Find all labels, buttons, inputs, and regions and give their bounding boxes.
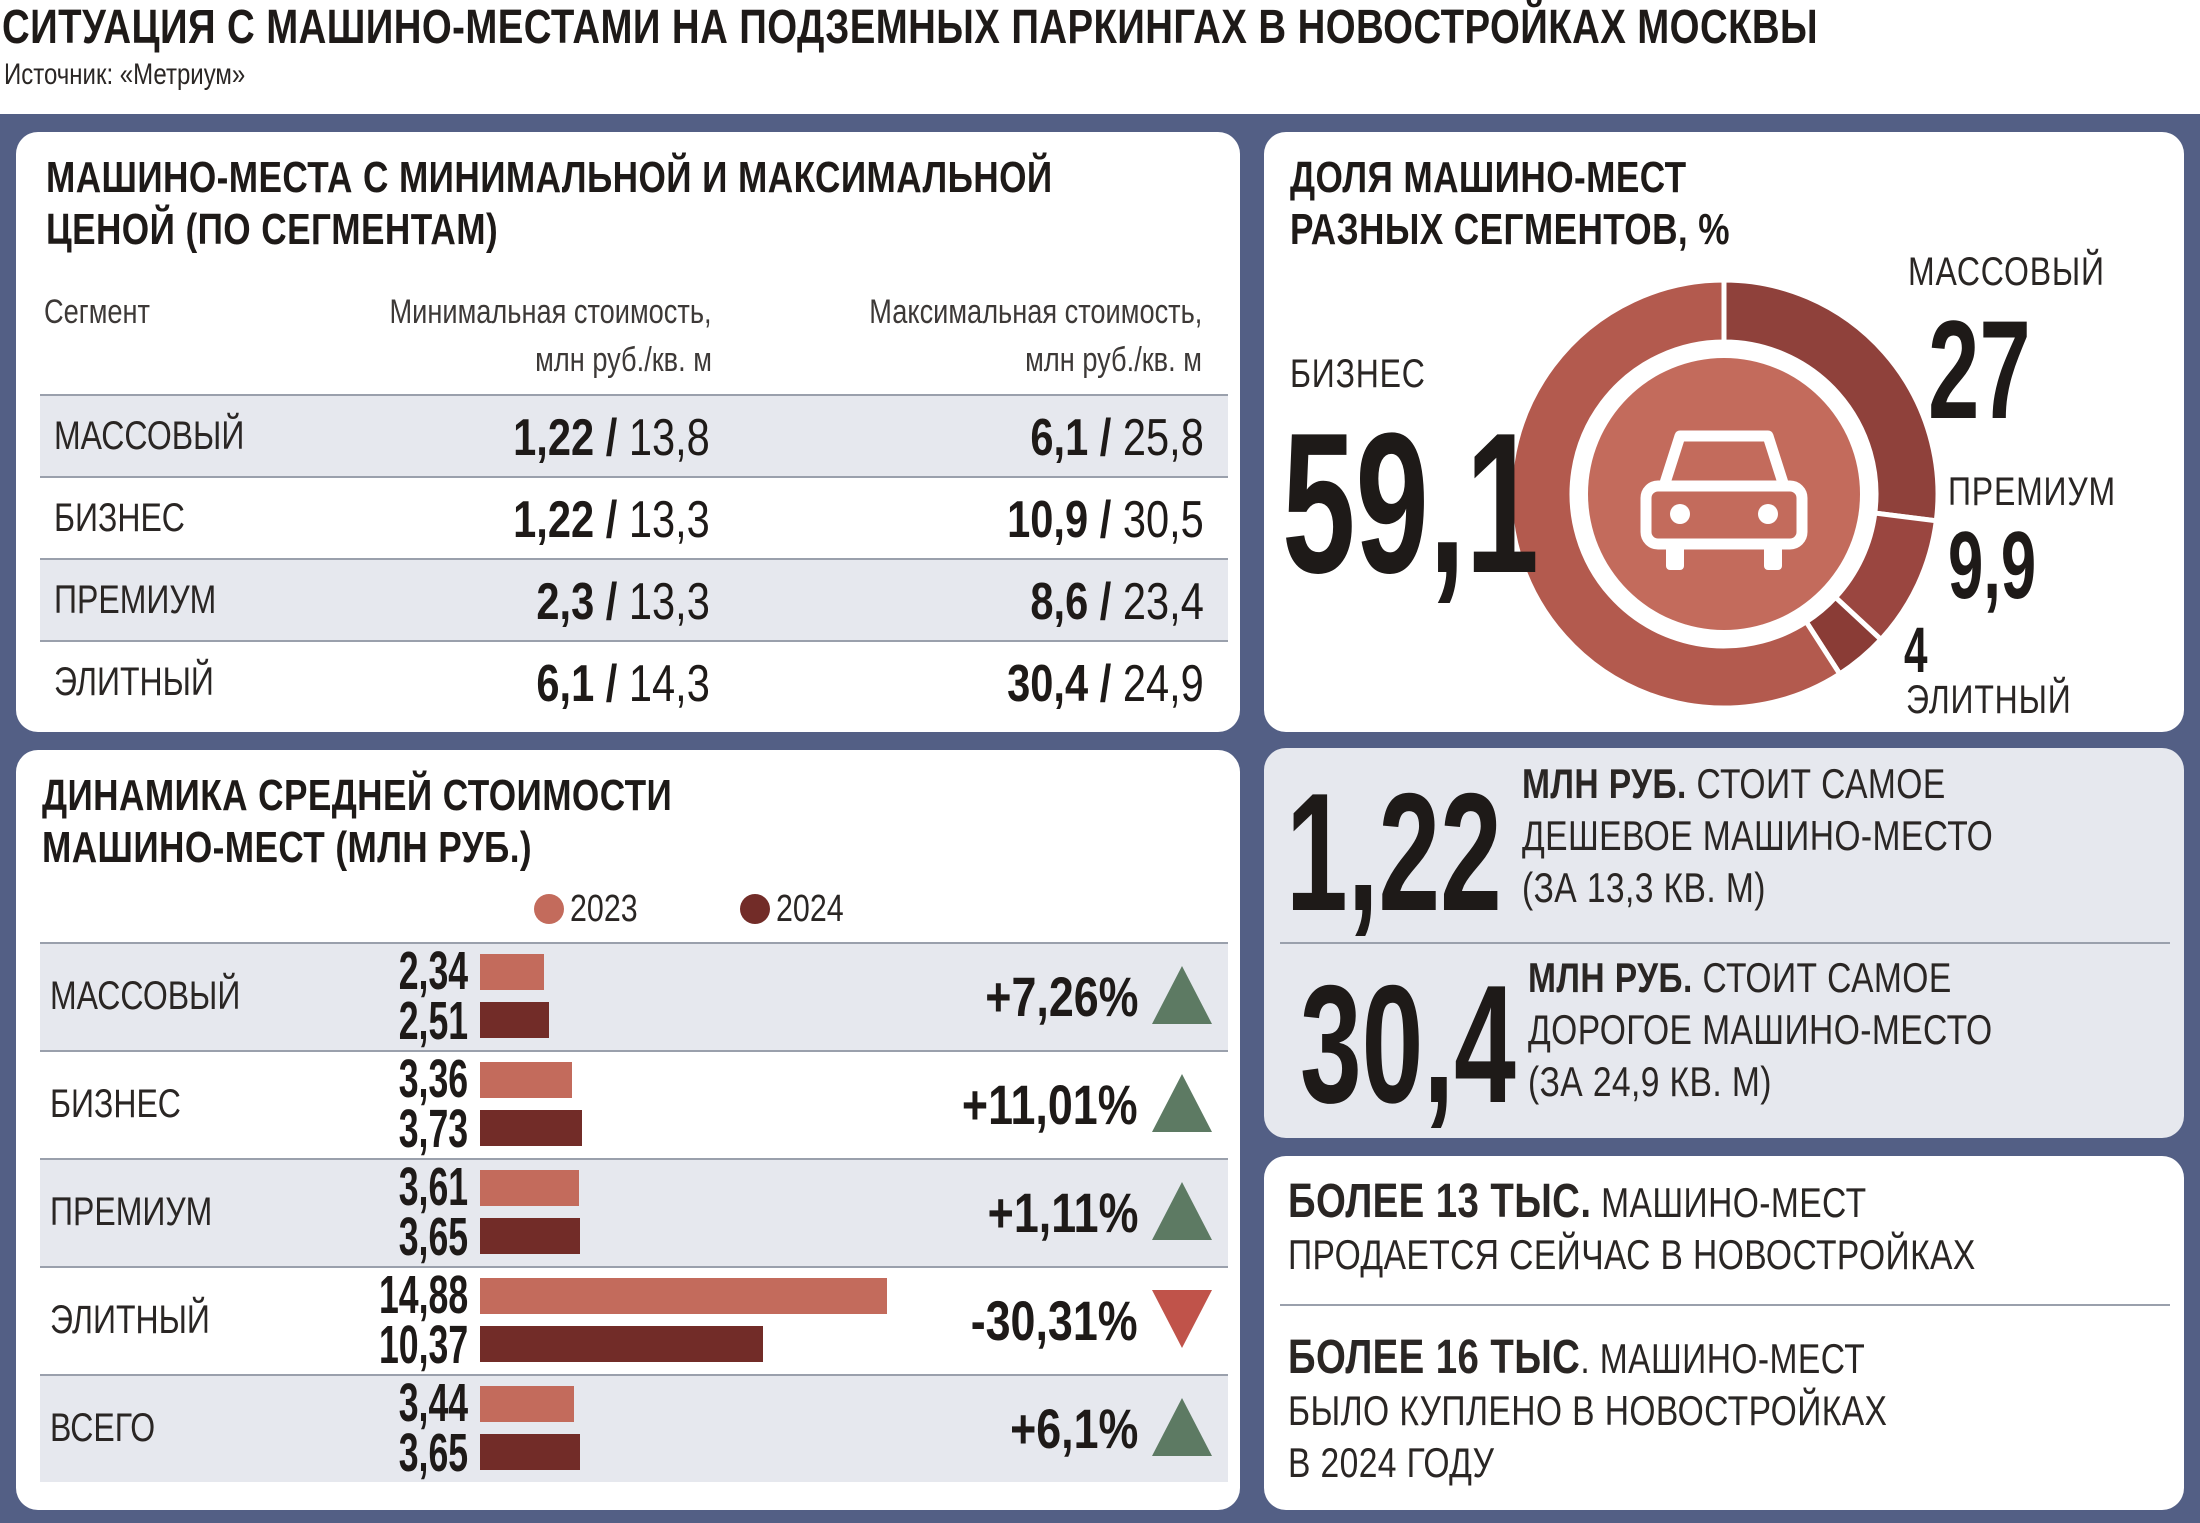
segment-label: ПРЕМИУМ xyxy=(54,578,217,622)
bar-2024 xyxy=(480,1326,764,1362)
bar-row: ВСЕГО 3,44 3,65 +6,1% xyxy=(40,1374,1228,1482)
bar-category-label: МАССОВЫЙ xyxy=(50,974,241,1018)
price-dynamics-panel: ДИНАМИКА СРЕДНЕЙ СТОИМОСТИ МАШИНО-МЕСТ (… xyxy=(16,750,1240,1510)
data-label-2024: 2,51 xyxy=(398,991,468,1051)
car-wheel xyxy=(1666,544,1684,570)
legend-dot-2024 xyxy=(740,894,770,924)
segment-label: БИЗНЕС xyxy=(54,496,185,540)
price-table-title: МАШИНО-МЕСТА С МИНИМАЛЬНОЙ И МАКСИМАЛЬНО… xyxy=(46,153,1053,254)
table-row: МАССОВЫЙ 1,22 / 13,8 6,1 / 25,8 xyxy=(40,394,1228,476)
table-row: БИЗНЕС 1,22 / 13,3 10,9 / 30,5 xyxy=(40,476,1228,558)
arrow-up-icon xyxy=(1152,1182,1212,1240)
segment-label: ЭЛИТНЫЙ xyxy=(54,660,214,704)
data-label-2024: 3,65 xyxy=(398,1207,468,1267)
min-cell: 6,1 / 14,3 xyxy=(536,655,711,713)
data-label-2023: 2,34 xyxy=(398,941,468,1001)
priciest-value: 30,4 xyxy=(1300,950,1516,1138)
bar-2023 xyxy=(480,1170,579,1206)
bar-2023 xyxy=(480,1062,572,1098)
change-percent: +7,26% xyxy=(984,965,1138,1028)
bar-2023 xyxy=(480,1278,887,1314)
legend-2023: 2023 xyxy=(534,888,655,931)
change-percent: +1,11% xyxy=(987,1181,1138,1244)
volume-panel: БОЛЕЕ 13 ТЫС. МАШИНО-МЕСТ ПРОДАЕТСЯ СЕЙЧ… xyxy=(1264,1156,2184,1510)
value-mass: 27 xyxy=(1928,291,2031,448)
divider xyxy=(1280,1304,2170,1306)
max-cell: 30,4 / 24,9 xyxy=(1007,655,1204,713)
data-label-2023: 3,44 xyxy=(398,1373,468,1433)
data-label-2023: 3,61 xyxy=(398,1157,468,1217)
cheapest-value: 1,22 xyxy=(1286,758,1502,946)
col-header-max: Максимальная стоимость, млн руб./кв. м xyxy=(868,293,1202,379)
source-note: Источник: «Метриум» xyxy=(4,58,246,91)
share-donut-panel: ДОЛЯ МАШИНО-МЕСТ РАЗНЫХ СЕГМЕНТОВ, % БИЗ… xyxy=(1264,132,2184,732)
extremes-panel: 1,22 МЛН РУБ. СТОИТ САМОЕ ДЕШЕВОЕ МАШИНО… xyxy=(1264,748,2184,1138)
bar-2023 xyxy=(480,1386,575,1422)
car-icon xyxy=(1640,430,1808,550)
max-cell: 8,6 / 23,4 xyxy=(1030,573,1205,631)
bar-2024 xyxy=(480,1110,582,1146)
value-premium: 9,9 xyxy=(1948,512,2037,619)
bar-row: ЭЛИТНЫЙ 14,88 10,37 -30,31% xyxy=(40,1266,1228,1374)
table-row: ЭЛИТНЫЙ 6,1 / 14,3 30,4 / 24,9 xyxy=(40,640,1228,722)
data-label-2023: 14,88 xyxy=(378,1265,468,1325)
arrow-down-icon xyxy=(1152,1290,1212,1348)
max-cell: 6,1 / 25,8 xyxy=(1030,409,1205,467)
car-headlight xyxy=(1758,504,1778,524)
col-header-segment: Сегмент xyxy=(44,293,150,331)
min-cell: 1,22 / 13,3 xyxy=(513,491,710,549)
divider xyxy=(1280,942,2170,944)
max-cell: 10,9 / 30,5 xyxy=(1007,491,1204,549)
on-sale-text: БОЛЕЕ 13 ТЫС. МАШИНО-МЕСТ ПРОДАЕТСЯ СЕЙЧ… xyxy=(1288,1175,1976,1279)
arrow-up-icon xyxy=(1152,966,1212,1024)
bar-category-label: ВСЕГО xyxy=(50,1406,156,1450)
bar-row: ПРЕМИУМ 3,61 3,65 +1,11% xyxy=(40,1158,1228,1266)
bar-chart-title: ДИНАМИКА СРЕДНЕЙ СТОИМОСТИ МАШИНО-МЕСТ (… xyxy=(42,771,673,872)
col-header-min: Минимальная стоимость, млн руб./кв. м xyxy=(389,293,712,379)
bar-2023 xyxy=(480,954,544,990)
bar-row: БИЗНЕС 3,36 3,73 +11,01% xyxy=(40,1050,1228,1158)
priciest-text: МЛН РУБ. СТОИТ САМОЕ ДОРОГОЕ МАШИНО-МЕСТ… xyxy=(1528,954,1993,1105)
donut-chart xyxy=(1507,277,1941,711)
donut-title: ДОЛЯ МАШИНО-МЕСТ РАЗНЫХ СЕГМЕНТОВ, % xyxy=(1290,153,1730,254)
value-business: 59,1 xyxy=(1282,392,1539,615)
bar-category-label: ПРЕМИУМ xyxy=(50,1190,213,1234)
data-label-2023: 3,36 xyxy=(398,1049,468,1109)
legend-dot-2023 xyxy=(534,894,564,924)
segment-label: МАССОВЫЙ xyxy=(54,414,245,458)
bar-2024 xyxy=(480,1218,580,1254)
value-elite: 4 xyxy=(1904,614,1928,686)
bar-category-label: БИЗНЕС xyxy=(50,1082,181,1126)
label-business: БИЗНЕС xyxy=(1290,352,1426,396)
change-percent: -30,31% xyxy=(971,1289,1138,1352)
table-row: ПРЕМИУМ 2,3 / 13,3 8,6 / 23,4 xyxy=(40,558,1228,640)
price-table-panel: МАШИНО-МЕСТА С МИНИМАЛЬНОЙ И МАКСИМАЛЬНО… xyxy=(16,132,1240,732)
label-elite: ЭЛИТНЫЙ xyxy=(1906,678,2072,722)
infographic-frame: МАШИНО-МЕСТА С МИНИМАЛЬНОЙ И МАКСИМАЛЬНО… xyxy=(0,114,2200,1523)
bought-text: БОЛЕЕ 16 ТЫС. МАШИНО-МЕСТ БЫЛО КУПЛЕНО В… xyxy=(1288,1331,1888,1487)
arrow-up-icon xyxy=(1152,1398,1212,1456)
car-headlight xyxy=(1670,504,1690,524)
donut-center-disc xyxy=(1588,358,1860,630)
arrow-up-icon xyxy=(1152,1074,1212,1132)
car-wheel xyxy=(1764,544,1782,570)
bar-2024 xyxy=(480,1434,580,1470)
data-label-2024: 3,73 xyxy=(398,1099,468,1159)
bar-2024 xyxy=(480,1002,549,1038)
bar-row: МАССОВЫЙ 2,34 2,51 +7,26% xyxy=(40,942,1228,1050)
label-mass: МАССОВЫЙ xyxy=(1908,250,2105,294)
label-premium: ПРЕМИУМ xyxy=(1948,470,2116,514)
data-label-2024: 3,65 xyxy=(398,1423,468,1483)
legend-2024: 2024 xyxy=(740,888,861,931)
data-label-2024: 10,37 xyxy=(378,1315,468,1375)
cheapest-text: МЛН РУБ. СТОИТ САМОЕ ДЕШЕВОЕ МАШИНО-МЕСТ… xyxy=(1522,760,1994,911)
bar-category-label: ЭЛИТНЫЙ xyxy=(50,1298,210,1342)
min-cell: 2,3 / 13,3 xyxy=(536,573,711,631)
page-title: СИТУАЦИЯ С МАШИНО-МЕСТАМИ НА ПОДЗЕМНЫХ П… xyxy=(2,1,1819,54)
change-percent: +6,1% xyxy=(1009,1397,1138,1460)
min-cell: 1,22 / 13,8 xyxy=(513,409,710,467)
change-percent: +11,01% xyxy=(962,1073,1138,1136)
